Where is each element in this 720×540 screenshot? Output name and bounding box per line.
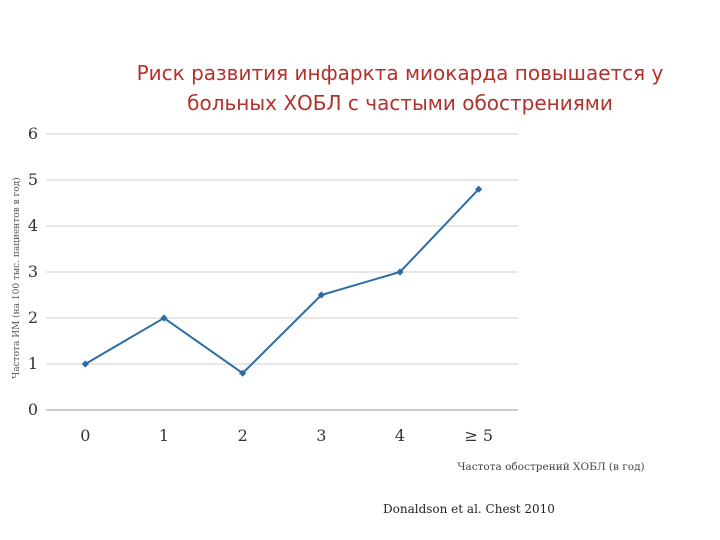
- source-citation: Donaldson et al. Chest 2010: [383, 502, 555, 516]
- series-line: [84, 188, 480, 375]
- grid-lines: [46, 133, 518, 411]
- data-point: [81, 360, 89, 368]
- y-axis-label: Частота ИМ (на 100 тыс. пациентов в год): [11, 177, 22, 379]
- x-tick-label: 2: [238, 426, 248, 445]
- data-point: [317, 291, 325, 299]
- x-tick-label: 4: [395, 426, 405, 445]
- data-point: [239, 369, 247, 377]
- chart-title-line-1: Риск развития инфаркта миокарда повышает…: [136, 61, 664, 85]
- x-tick-label: ≥ 5: [464, 426, 493, 445]
- y-tick-label: 1: [28, 354, 38, 373]
- data-point: [160, 314, 168, 322]
- y-tick-labels: 0 1 2 3 4 5 6: [28, 124, 38, 419]
- data-point: [475, 185, 483, 193]
- y-tick-label: 4: [28, 216, 38, 235]
- data-points: [81, 185, 483, 377]
- x-tick-label: 3: [316, 426, 326, 445]
- y-tick-label: 3: [28, 262, 38, 281]
- y-tick-label: 6: [28, 124, 38, 143]
- y-tick-label: 0: [28, 400, 38, 419]
- y-tick-label: 5: [28, 170, 38, 189]
- chart-title: Риск развития инфаркта миокарда повышает…: [110, 58, 690, 118]
- x-tick-labels: 0 1 2 3 4 ≥ 5: [80, 426, 493, 445]
- chart-title-line-2: больных ХОБЛ с частыми обострениями: [187, 91, 613, 115]
- x-tick-label: 1: [159, 426, 169, 445]
- y-tick-label: 2: [28, 308, 38, 327]
- data-point: [396, 268, 404, 276]
- x-axis-label: Частота обострений ХОБЛ (в год): [457, 461, 644, 473]
- x-tick-label: 0: [80, 426, 90, 445]
